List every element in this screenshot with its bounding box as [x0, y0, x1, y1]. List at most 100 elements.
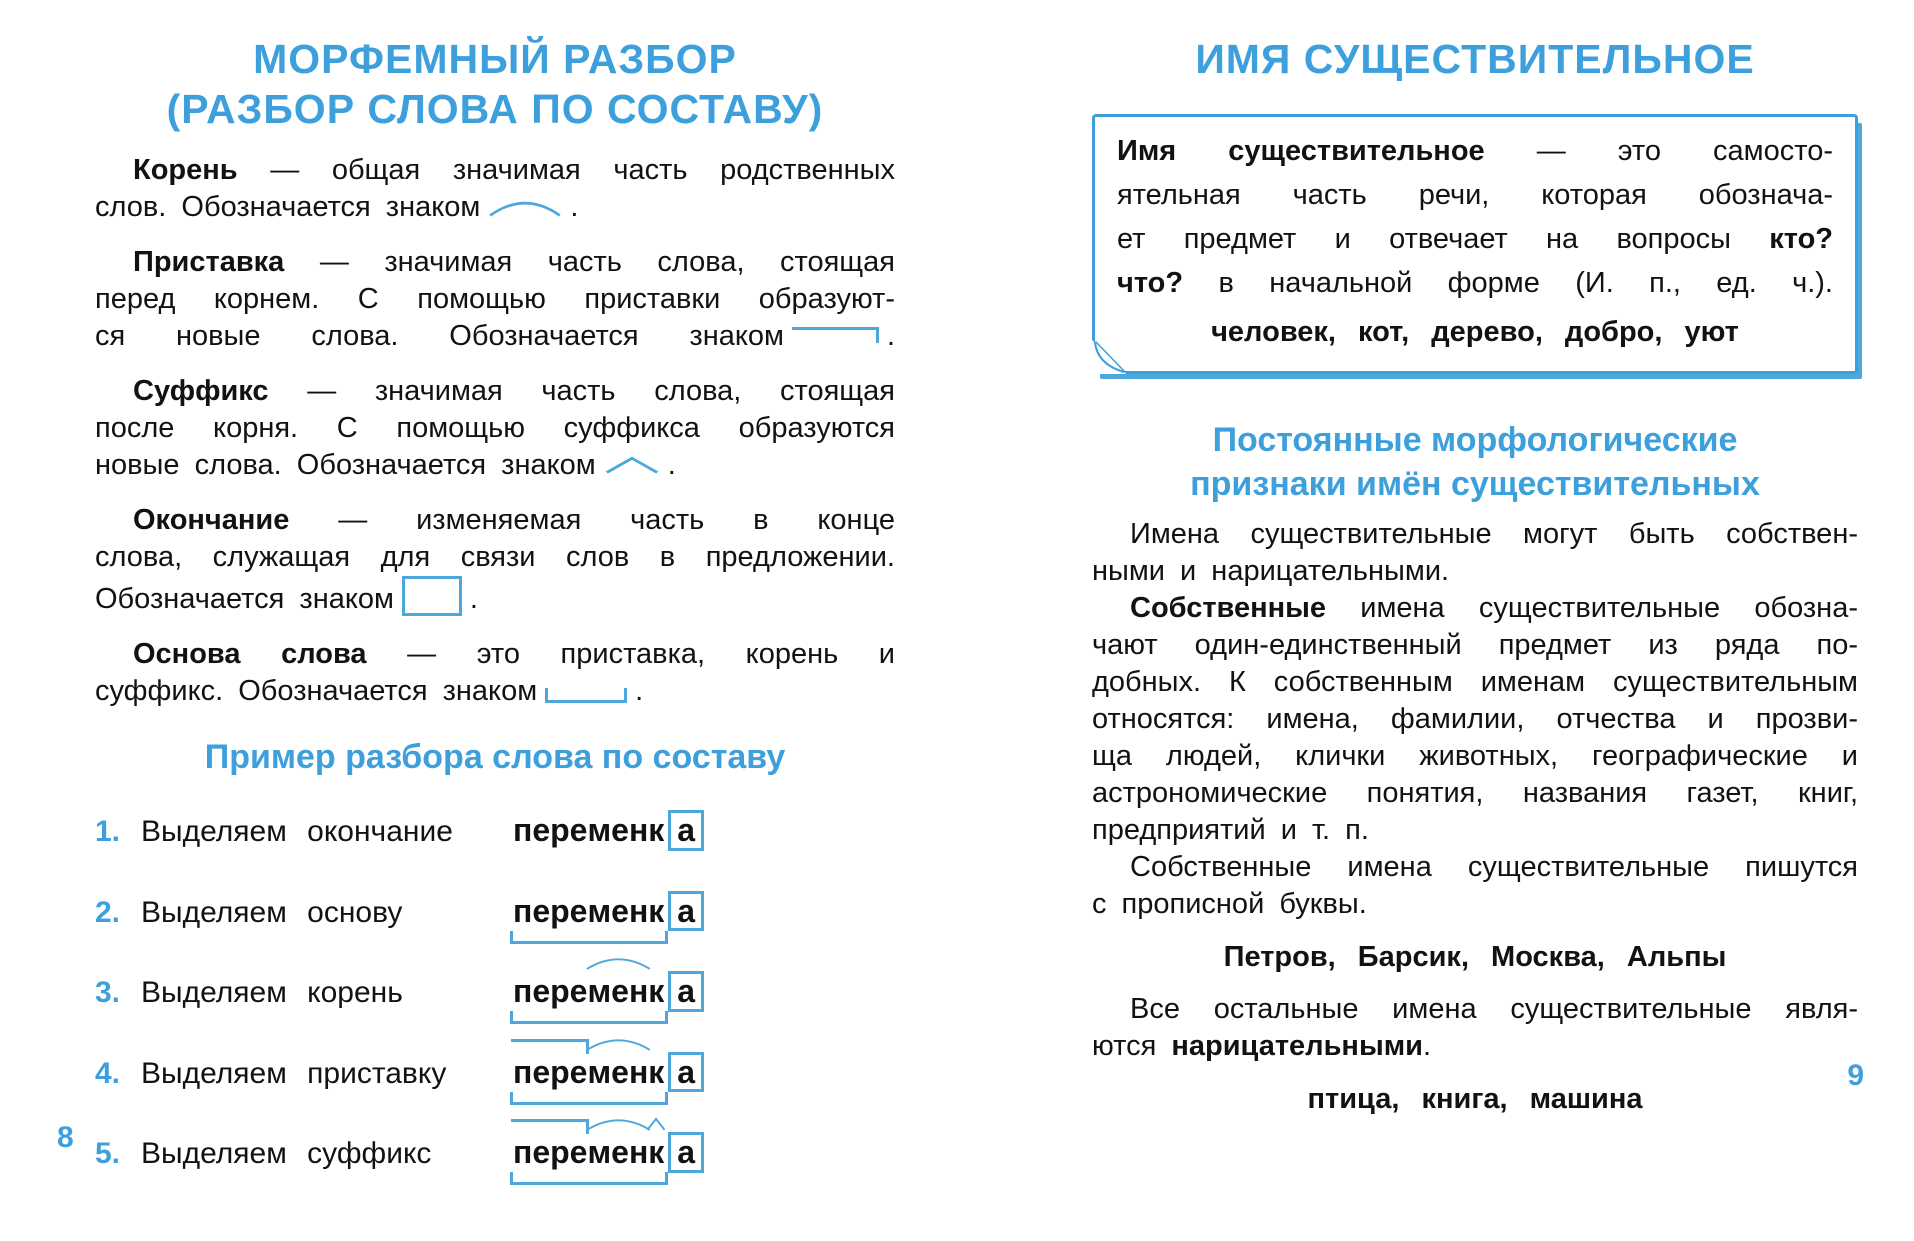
text-line: ся новые слова. Обозначается знаком. [95, 318, 895, 355]
text: слов. Обозначается знаком [95, 191, 481, 223]
step-number: 2. [95, 895, 121, 929]
text-line: новые слова. Обозначается знаком. [95, 447, 895, 484]
stem-mark [510, 1091, 669, 1105]
word-prefix: пере [513, 892, 588, 929]
text-line: Окончание — изменяемая часть в конце [95, 502, 895, 539]
page-number-left: 8 [57, 1120, 74, 1154]
definition-note-box: Имя существительное — это самосто- ятель… [1092, 114, 1858, 374]
term: Основа слова [133, 638, 367, 670]
word-ending: а [668, 1132, 705, 1173]
paragraph-common-nouns: Все остальные имена существительные явля… [1092, 991, 1858, 1065]
definition-suffix: Суффикс — значимая часть слова, стоящая … [95, 373, 895, 484]
proper-noun-examples: Петров, Барсик, Москва, Альпы [1223, 941, 1727, 973]
stem-mark [510, 1011, 669, 1025]
stem-symbol [545, 688, 628, 703]
text: . [469, 583, 478, 615]
text-line: ются нарицательными. [1092, 1028, 1858, 1065]
title-line: МОРФЕМНЫЙ РАЗБОР [253, 36, 737, 82]
step-number: 3. [95, 976, 121, 1010]
term: Имя существительное [1117, 135, 1485, 167]
definition-prefix: Приставка — значимая часть слова, стояща… [95, 244, 895, 355]
word-prefix: пере [513, 1134, 588, 1171]
text: ет предмет и отвечает на вопросы [1117, 223, 1770, 255]
page-fold-corner [1092, 340, 1126, 374]
text-line: Приставка — значимая часть слова, стояща… [95, 244, 895, 281]
step-row-5: 5. Выделяем суффикс пере мен к а [95, 1114, 895, 1186]
text-line: добных. К собственным именам существител… [1092, 664, 1858, 701]
subheading-line: Постоянные морфологические [1212, 421, 1738, 459]
definition-stem: Основа слова — это приставка, корень и с… [95, 636, 895, 710]
text: после корня. С помощью суффикса образуют… [95, 412, 895, 444]
question-word: кто? [1769, 223, 1833, 255]
step-label: Выделяем основу [141, 895, 403, 929]
stem-mark [510, 930, 669, 944]
step-label: Выделяем суффикс [141, 1137, 432, 1171]
root-symbol [488, 197, 562, 217]
text-line: ща людей, клички животных, географически… [1092, 738, 1858, 775]
text: Имена существительные могут быть собстве… [1130, 518, 1858, 550]
term: Собственные [1130, 592, 1327, 624]
text-line: ятельная часть речи, которая обознача- [1117, 173, 1833, 217]
word-ending: а [668, 810, 705, 851]
text-line: слов. Обозначается знаком. [95, 189, 895, 226]
word-root: мен [587, 1053, 649, 1090]
text-line: что? в начальной форме (И. п., ед. ч.). [1117, 261, 1833, 305]
text-line: Все остальные имена существительные явля… [1092, 991, 1858, 1028]
step-label: Выделяем корень [141, 976, 403, 1010]
noun-examples: человек, кот, дерево, добро, уют [1211, 316, 1739, 348]
text: добных. К собственным именам существител… [1092, 666, 1858, 698]
definition-ending: Окончание — изменяемая часть в конце сло… [95, 502, 895, 618]
word-ending: а [668, 971, 705, 1012]
term: нарицательными [1171, 1030, 1423, 1062]
root-mark [585, 954, 652, 970]
parsing-steps: 1. Выделяем окончание переменк а 2. Выдел… [95, 792, 895, 1186]
text: предприятий и т. п. [1092, 814, 1369, 846]
step-row-4: 4. Выделяем приставку пере менк а [95, 1034, 895, 1105]
text: астрономические понятия, названия газет,… [1092, 777, 1858, 809]
text: . [886, 320, 895, 352]
text-line: относятся: имена, фамилии, отчества и пр… [1092, 701, 1858, 738]
text: Все остальные имена существительные явля… [1130, 993, 1858, 1025]
step-label: Выделяем приставку [141, 1056, 447, 1090]
text-line: Имена существительные могут быть собстве… [1092, 516, 1858, 553]
paragraph-proper-nouns: Собственные имена существительные обозна… [1092, 590, 1858, 849]
step-label: Выделяем окончание [141, 815, 453, 848]
text: ятельная часть речи, которая обознача- [1117, 179, 1833, 211]
text: — это приставка, корень и [366, 638, 895, 670]
text-line: чают один-единственный предмет из ряда п… [1092, 627, 1858, 664]
page-right: ИМЯ СУЩЕСТВИТЕЛЬНОЕ Имя существительное … [1092, 0, 1864, 1133]
text: с прописной буквы. [1092, 888, 1367, 920]
text-line: с прописной буквы. [1092, 886, 1858, 923]
text: ся новые слова. Обозначается знаком [95, 320, 784, 352]
step-number: 4. [95, 1056, 121, 1090]
step-row-3: 3. Выделяем корень пере менк а [95, 953, 895, 1025]
word-ending: а [668, 890, 705, 932]
step-row-1: 1. Выделяем окончание переменк а [95, 792, 895, 851]
prefix-mark [511, 1119, 590, 1135]
word-prefix: пере [513, 973, 588, 1010]
suffix-mark [646, 1117, 666, 1131]
text-line: Обозначается знаком. [95, 576, 895, 618]
term: Суффикс [133, 375, 269, 407]
ending-symbol [401, 576, 462, 616]
question-word: что? [1117, 267, 1184, 299]
text: ными и нарицательными. [1092, 555, 1450, 587]
word-root: мен [587, 892, 649, 929]
word-root: мен [587, 812, 649, 848]
text: — общая значимая часть родственных [237, 154, 895, 186]
text-line: Имя существительное — это самосто- [1117, 129, 1833, 173]
text: — значимая часть слова, стоящая [284, 246, 895, 278]
text: — изменяемая часть в конце [289, 504, 895, 536]
text: слова, служащая для связи слов в предлож… [95, 541, 895, 573]
step-number: 5. [95, 1137, 121, 1171]
text-line: слова, служащая для связи слов в предлож… [95, 539, 895, 576]
text: . [667, 449, 676, 481]
word-suffix: к [648, 1053, 665, 1090]
word-suffix: к [648, 812, 665, 848]
text-line: предприятий и т. п. [1092, 812, 1858, 849]
text: . [635, 675, 644, 707]
text-line: перед корнем. С помощью приставки образу… [95, 281, 895, 318]
